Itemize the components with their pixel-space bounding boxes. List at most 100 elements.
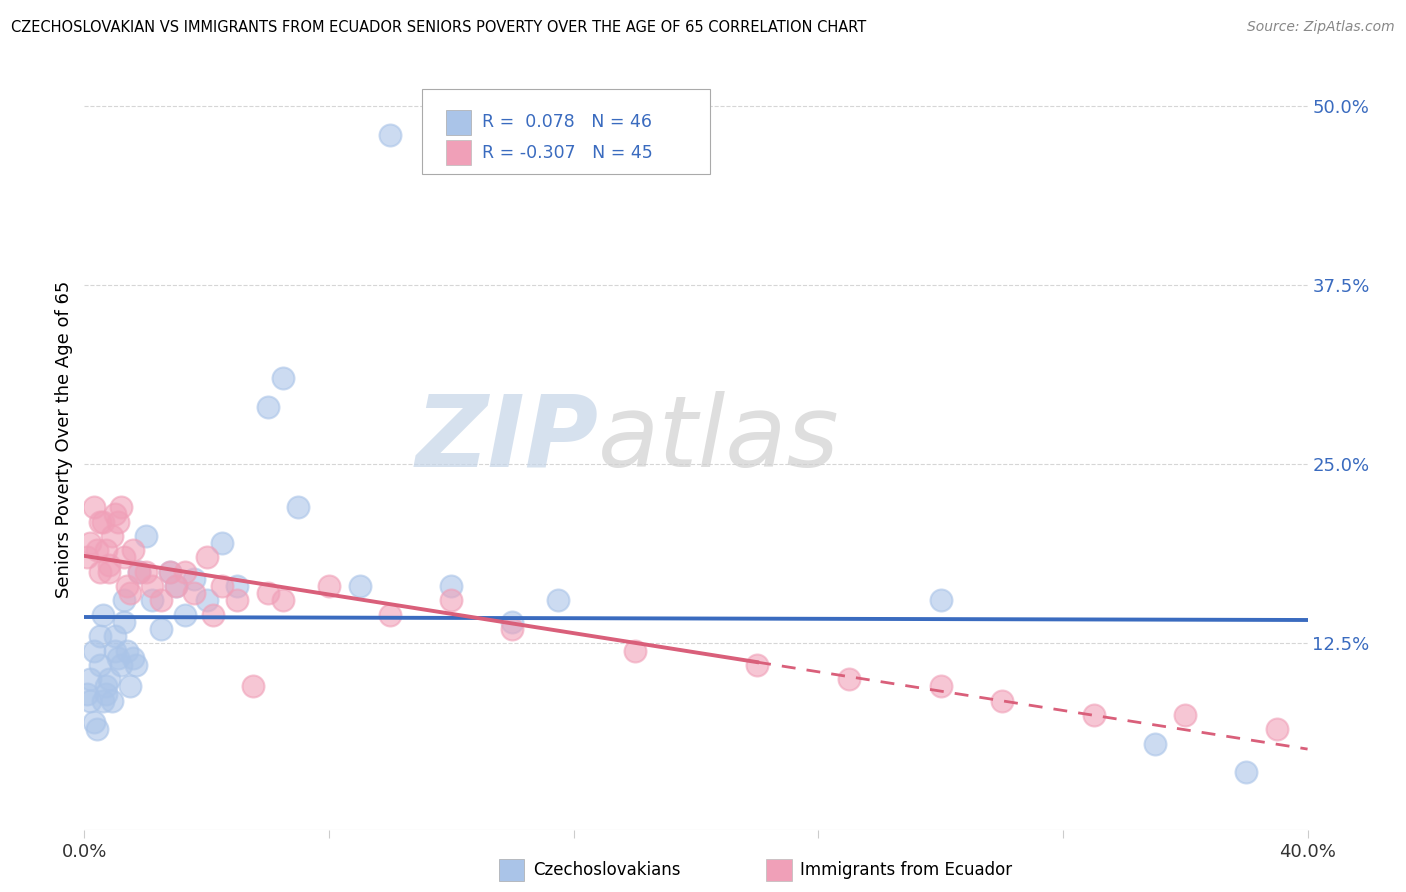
Point xyxy=(89,629,111,643)
Point xyxy=(101,694,124,708)
Text: ZIP: ZIP xyxy=(415,391,598,488)
Point xyxy=(547,593,569,607)
Point xyxy=(94,679,117,693)
Point xyxy=(83,715,105,730)
Point xyxy=(91,694,114,708)
Point xyxy=(115,643,138,657)
Point xyxy=(380,128,402,142)
Point xyxy=(257,586,280,600)
Point xyxy=(201,607,224,622)
Point xyxy=(86,543,108,558)
Point xyxy=(159,565,181,579)
Point xyxy=(104,643,127,657)
Point xyxy=(183,586,205,600)
Point xyxy=(174,607,197,622)
Text: R = -0.307   N = 45: R = -0.307 N = 45 xyxy=(482,144,652,161)
Point xyxy=(183,572,205,586)
Point xyxy=(1236,765,1258,780)
Point xyxy=(128,565,150,579)
Point xyxy=(318,579,340,593)
Point xyxy=(195,550,218,565)
Point xyxy=(165,579,187,593)
Point xyxy=(349,579,371,593)
Text: Source: ZipAtlas.com: Source: ZipAtlas.com xyxy=(1247,20,1395,34)
Point xyxy=(1174,708,1197,723)
Point xyxy=(104,629,127,643)
Point xyxy=(242,679,264,693)
Point xyxy=(91,607,114,622)
Point xyxy=(149,622,172,636)
Point xyxy=(440,593,463,607)
Point xyxy=(211,536,233,550)
Point xyxy=(104,508,127,522)
Point xyxy=(226,579,249,593)
Point xyxy=(159,565,181,579)
Text: Czechoslovakians: Czechoslovakians xyxy=(533,861,681,879)
Point xyxy=(83,643,105,657)
Point xyxy=(101,529,124,543)
Point xyxy=(195,593,218,607)
Point xyxy=(120,679,142,693)
Text: CZECHOSLOVAKIAN VS IMMIGRANTS FROM ECUADOR SENIORS POVERTY OVER THE AGE OF 65 CO: CZECHOSLOVAKIAN VS IMMIGRANTS FROM ECUAD… xyxy=(11,20,866,35)
Point xyxy=(89,515,111,529)
Point xyxy=(120,586,142,600)
Point xyxy=(257,400,280,414)
Point xyxy=(502,615,524,629)
Point xyxy=(440,579,463,593)
Point xyxy=(94,686,117,700)
Point xyxy=(226,593,249,607)
Point xyxy=(141,593,163,607)
Point xyxy=(991,694,1014,708)
Point xyxy=(838,672,860,686)
Text: Immigrants from Ecuador: Immigrants from Ecuador xyxy=(800,861,1012,879)
Point xyxy=(624,643,647,657)
Point xyxy=(112,550,135,565)
Point xyxy=(135,529,157,543)
Point xyxy=(107,515,129,529)
Point xyxy=(165,579,187,593)
Point xyxy=(122,650,145,665)
Point xyxy=(125,657,148,672)
Point xyxy=(149,593,172,607)
Point xyxy=(79,672,101,686)
Point xyxy=(89,657,111,672)
Point xyxy=(79,536,101,550)
Point xyxy=(122,543,145,558)
Point xyxy=(76,686,98,700)
Point xyxy=(747,657,769,672)
Y-axis label: Seniors Poverty Over the Age of 65: Seniors Poverty Over the Age of 65 xyxy=(55,281,73,598)
Point xyxy=(211,579,233,593)
Point xyxy=(1265,723,1288,737)
Point xyxy=(94,543,117,558)
Point xyxy=(86,723,108,737)
Point xyxy=(128,565,150,579)
Point xyxy=(1083,708,1105,723)
Point xyxy=(89,565,111,579)
Point xyxy=(115,579,138,593)
Point xyxy=(271,593,294,607)
Text: atlas: atlas xyxy=(598,391,839,488)
Point xyxy=(929,679,952,693)
Point xyxy=(502,622,524,636)
Point xyxy=(112,615,135,629)
Point xyxy=(174,565,197,579)
Point xyxy=(380,607,402,622)
Point xyxy=(110,657,132,672)
Point xyxy=(287,500,309,515)
Point xyxy=(97,565,120,579)
Point xyxy=(1143,737,1166,751)
Point xyxy=(110,500,132,515)
Point xyxy=(141,579,163,593)
Point xyxy=(135,565,157,579)
Point xyxy=(91,515,114,529)
Point xyxy=(929,593,952,607)
Point xyxy=(83,500,105,515)
Point xyxy=(97,672,120,686)
Point xyxy=(76,550,98,565)
Point xyxy=(79,694,101,708)
Point xyxy=(271,371,294,385)
Text: R =  0.078   N = 46: R = 0.078 N = 46 xyxy=(482,113,652,131)
Point xyxy=(107,650,129,665)
Point xyxy=(112,593,135,607)
Point xyxy=(97,558,120,572)
